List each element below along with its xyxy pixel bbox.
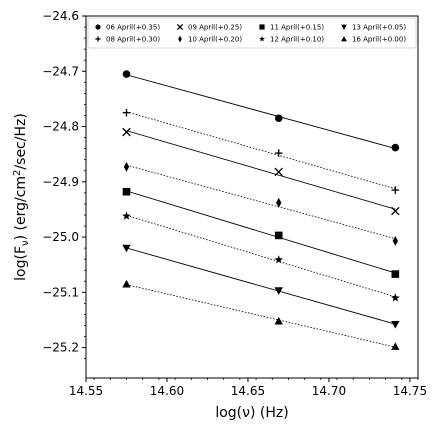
fit-line-7: [126, 247, 396, 325]
axes: 14.55 14.60 14.65 14.70 14.75 −24.6 −24.7 −24.8…: [42, 9, 427, 398]
y-tick-label: −25.2: [42, 341, 79, 355]
legend-marker-4: [178, 35, 182, 43]
legend-label-4: 10 April(+0.20): [188, 36, 242, 44]
y-axis-label: log(Fν) (erg/cm2/sec/Hz): [12, 113, 31, 281]
y-tick-label: −24.8: [42, 120, 79, 134]
data-point-s3-p3: [391, 206, 400, 216]
fit-line-1: [126, 74, 396, 149]
y-tick-label: −24.6: [42, 9, 79, 23]
legend-item-4: 10 April(+0.20): [178, 36, 242, 44]
legend-label-2: 08 April(+0.30): [106, 36, 160, 44]
legend-box: [87, 17, 417, 49]
legend-label-6: 12 April(+0.10): [270, 36, 324, 44]
data-point-s4-p1: [123, 161, 130, 172]
legend-label-3: 09 April(+0.25): [188, 24, 242, 32]
data-point-s1-p3: [391, 143, 400, 152]
fit-lines: [126, 74, 396, 348]
data-point-s1-p1: [122, 70, 131, 78]
data-point-s8-p3: [391, 342, 400, 350]
data-point-s6-p2: [274, 255, 284, 264]
x-tick-label: 14.75: [393, 384, 427, 398]
legend-label-7: 13 April(+0.05): [352, 24, 406, 32]
y-tick-label: −25.1: [42, 285, 79, 299]
data-point-s8-p2: [274, 316, 283, 325]
legend-marker-2: [95, 36, 101, 42]
data-point-s2-p1: [122, 108, 131, 117]
legend-marker-8: [341, 36, 347, 42]
legend-marker-6: [259, 35, 265, 42]
y-tick-label: −24.9: [42, 175, 79, 189]
legend-label-1: 06 April(+0.35): [106, 24, 160, 32]
data-point-s8-p1: [122, 279, 131, 288]
legend-item-2: 08 April(+0.30): [95, 36, 160, 44]
data-point-s3-p1: [122, 127, 131, 137]
y-tick-label: −25.0: [42, 230, 79, 244]
x-tick-label: 14.60: [150, 384, 184, 398]
data-point-s7-p1: [122, 244, 131, 253]
data-point-s6-p1: [122, 211, 131, 220]
data-point-s7-p3: [391, 320, 400, 329]
data-point-s7-p2: [274, 287, 283, 295]
data-point-s5-p2: [274, 231, 283, 240]
y-label-part2: ) (erg/cm: [13, 176, 29, 240]
y-label-part3: /sec/Hz): [13, 113, 29, 169]
x-tick-label: 14.70: [312, 384, 346, 398]
data-point-s1-p2: [274, 114, 283, 123]
legend-label-5: 11 April(+0.15): [270, 24, 324, 32]
legend-marker-5: [259, 24, 265, 30]
data-point-s5-p1: [122, 187, 131, 196]
legend-marker-3: [176, 23, 184, 31]
y-label-part1: log(F: [13, 246, 29, 281]
legend-item-5: 11 April(+0.15): [259, 24, 324, 32]
fit-line-5: [126, 190, 396, 274]
legend-marker-1: [95, 24, 101, 30]
legend-item-3: 09 April(+0.25): [176, 23, 242, 32]
x-tick-label: 14.65: [231, 384, 265, 398]
fit-line-8: [126, 284, 396, 348]
y-label-sub: ν: [20, 240, 31, 246]
data-point-s2-p3: [391, 186, 400, 194]
fit-line-3: [126, 130, 396, 210]
x-axis-label: log(ν) (Hz): [215, 405, 288, 421]
legend-item-6: 12 April(+0.10): [259, 36, 324, 44]
data-point-s5-p3: [391, 270, 400, 278]
data-point-s3-p2: [274, 167, 283, 177]
data-point-s2-p2: [274, 149, 283, 157]
data-point-s4-p3: [392, 235, 398, 246]
legend-item-7: 13 April(+0.05): [341, 24, 406, 32]
y-tick-label: −24.7: [42, 64, 79, 78]
data-markers: [122, 70, 400, 350]
legend-item-1: 06 April(+0.35): [95, 24, 160, 32]
plot-frame: [85, 15, 419, 379]
legend-label-8: 16 April(+0.00): [352, 36, 406, 44]
legend-marker-7: [341, 24, 347, 30]
legend-item-8: 16 April(+0.00): [341, 36, 406, 44]
y-label-sup: 2: [12, 170, 23, 176]
data-point-s4-p2: [276, 197, 282, 208]
x-tick-label: 14.55: [69, 384, 103, 398]
data-point-s6-p3: [390, 293, 400, 302]
legend: 06 April(+0.35) 08 April(+0.30) 09 April(+…: [87, 17, 417, 49]
fit-line-6: [126, 214, 396, 298]
